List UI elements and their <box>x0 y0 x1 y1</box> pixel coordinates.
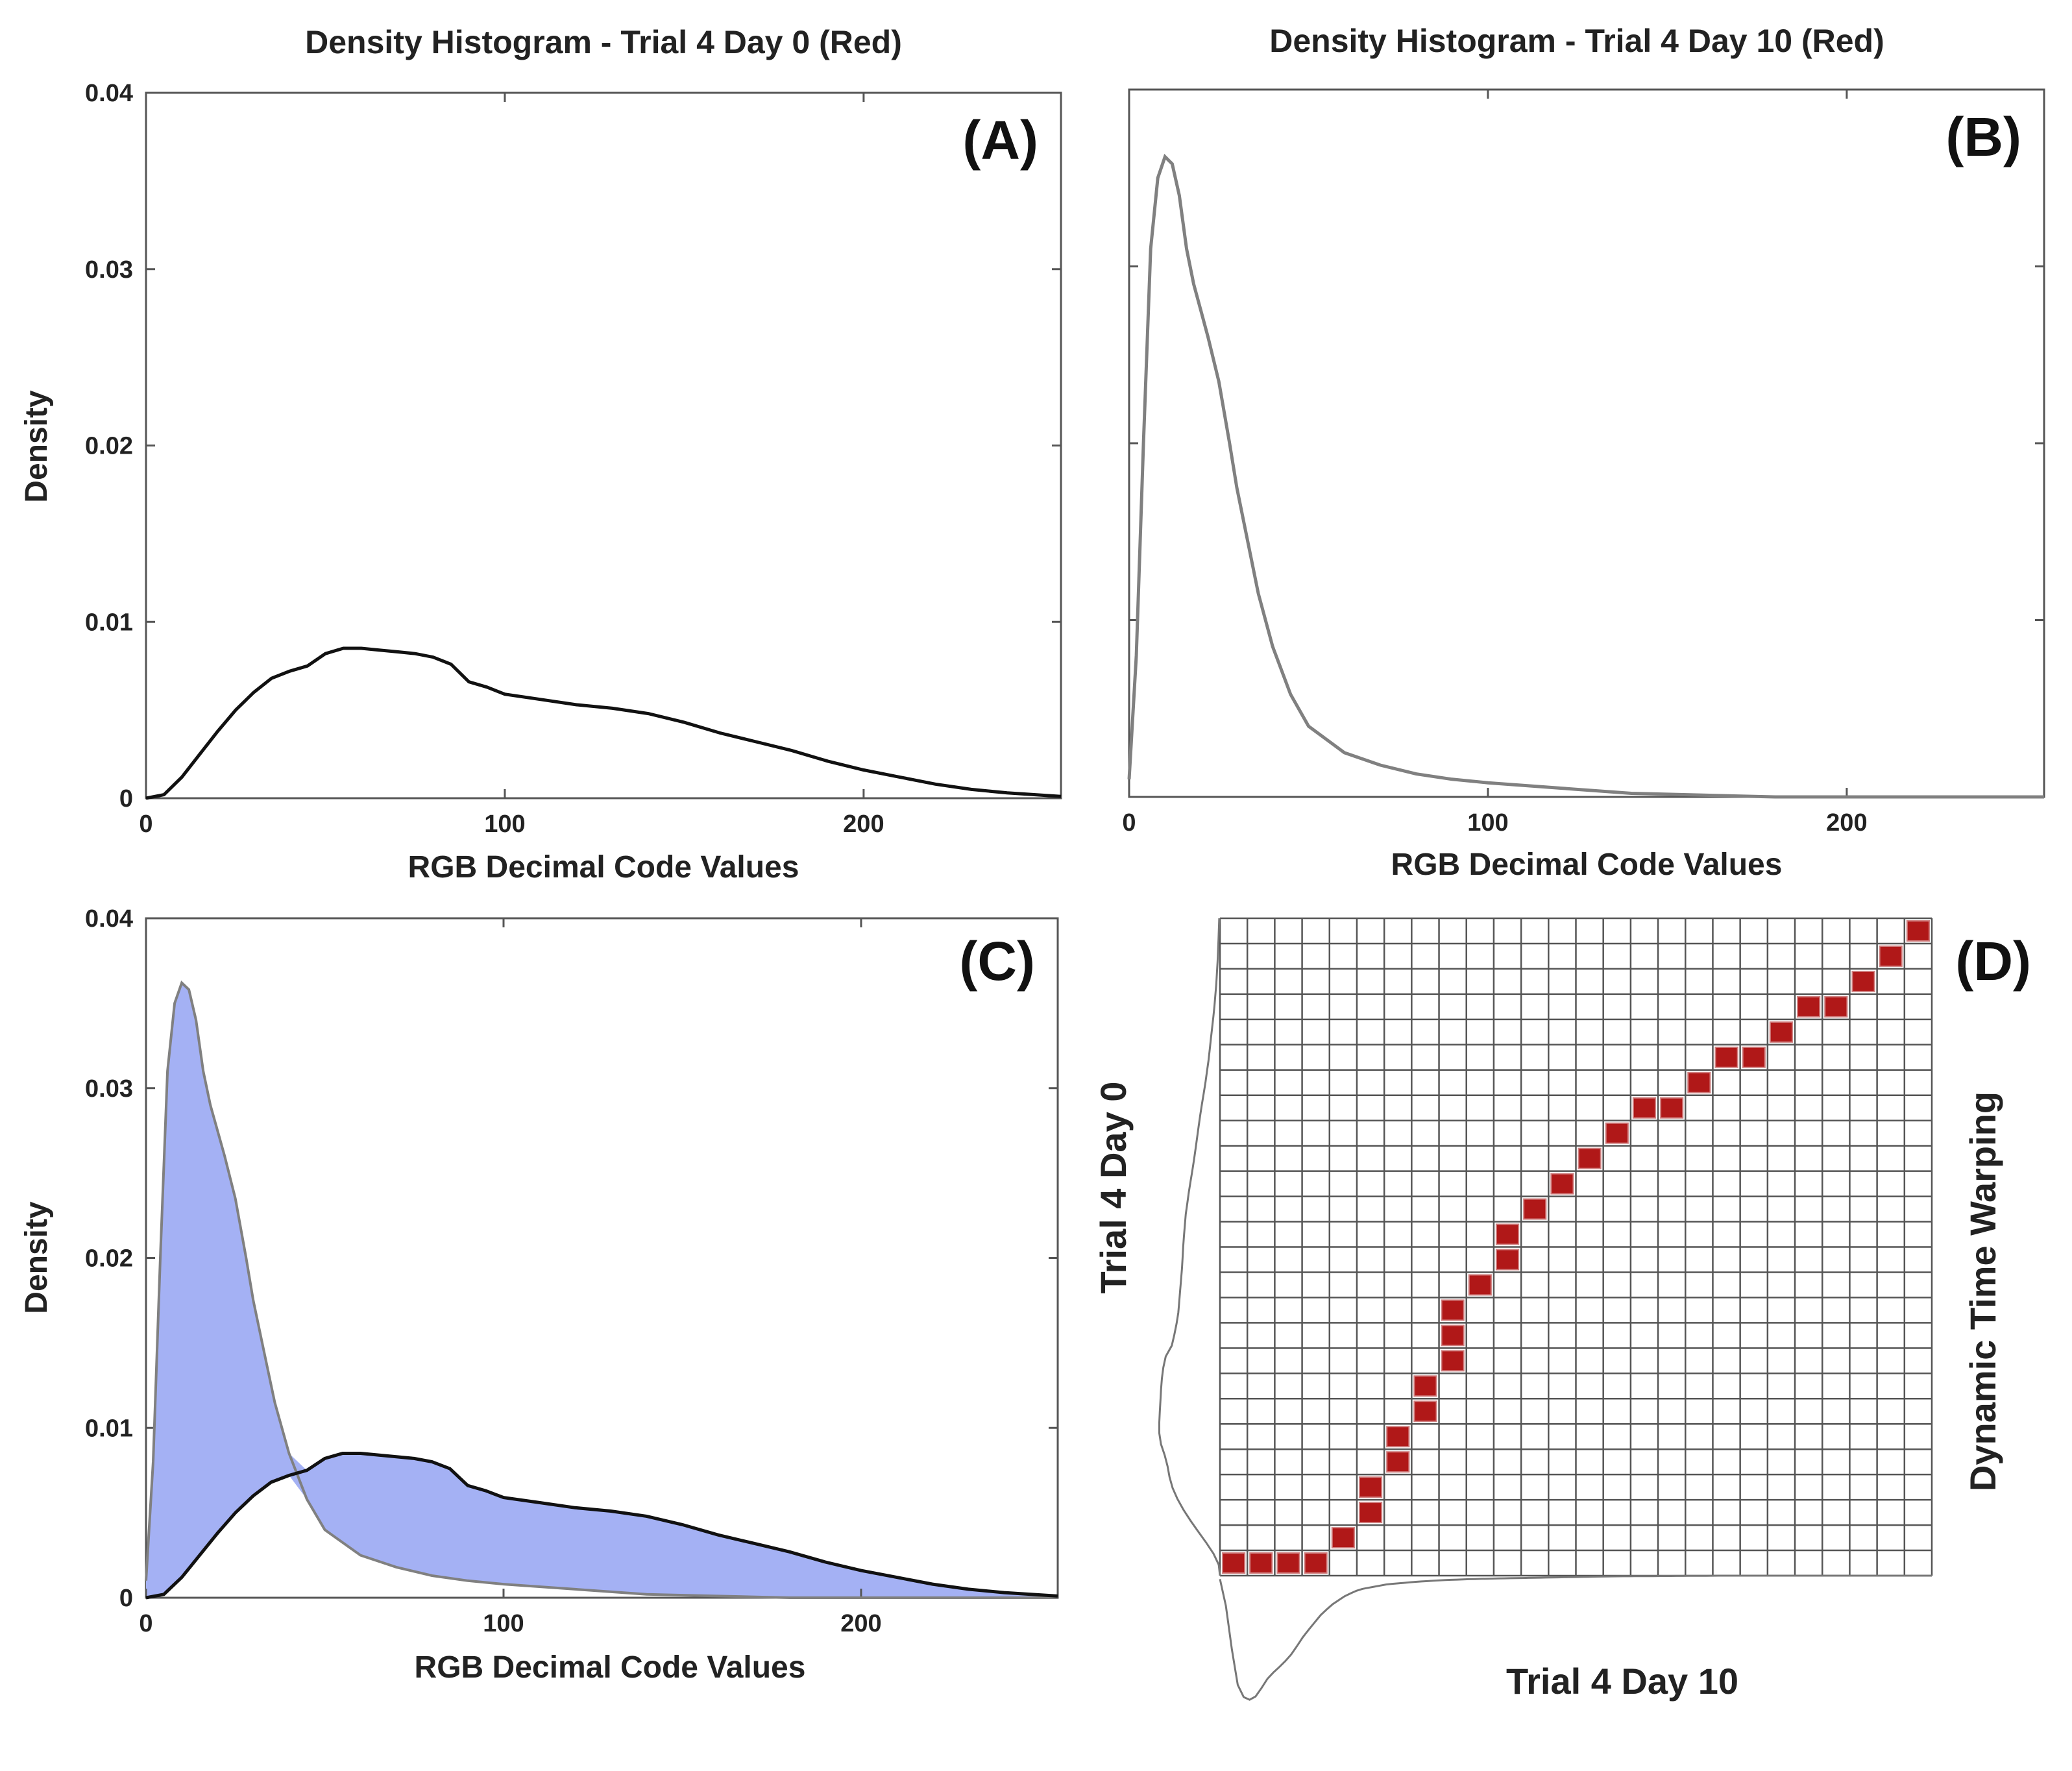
panel-c-y-axis-label: Density <box>19 1201 54 1314</box>
dtw-side-label: Dynamic Time Warping <box>1962 1092 2003 1491</box>
dtw-path-cell <box>1851 970 1875 992</box>
dtw-path-cell <box>1222 1552 1246 1574</box>
panel-c: 0 0.01 0.02 0.03 0.04 0 100 200 (C) RGB Decima… <box>19 905 1059 1685</box>
dtw-path-cell <box>1276 1552 1300 1574</box>
panel-a-y-axis-label: Density <box>19 390 54 503</box>
dtw-path-cell <box>1358 1476 1383 1498</box>
y-tick-label: 0.02 <box>85 1245 133 1273</box>
dtw-path-cell <box>1687 1071 1711 1093</box>
panel-b-axes-box <box>1128 88 2045 798</box>
panel-a-day0-curve <box>145 646 1062 800</box>
panel-b-title: Density Histogram - Trial 4 Day 10 (Red) <box>1269 23 1884 59</box>
dtw-path-cell <box>1578 1147 1602 1169</box>
panel-c-ticks <box>145 917 1058 1599</box>
panel-a: Density Histogram - Trial 4 Day 0 (Red) … <box>19 24 1062 885</box>
dtw-path-cell <box>1632 1097 1657 1119</box>
panel-c-x-tick-labels: 0 100 200 <box>139 1610 881 1637</box>
dtw-path-cell <box>1495 1249 1520 1271</box>
panel-a-x-tick-labels: 0 100 200 <box>139 811 884 838</box>
dtw-path-cell <box>1358 1502 1383 1524</box>
panel-d: (D) Trial 4 Day 10 Trial 4 Day 0 Dynamic… <box>1093 917 2031 1702</box>
panel-c-label: (C) <box>959 931 1035 992</box>
dtw-path-cell <box>1906 920 1930 942</box>
dtw-path-cell <box>1523 1198 1547 1220</box>
dtw-grid <box>1219 917 1933 1577</box>
panel-b-day10-curve <box>1127 153 2044 799</box>
y-tick-label: 0.01 <box>85 1415 133 1442</box>
panel-a-y-tick-labels: 0 0.01 0.02 0.03 0.04 <box>85 80 133 812</box>
dtw-path-cell <box>1441 1350 1465 1372</box>
y-tick-label: 0.04 <box>85 905 133 933</box>
panel-a-title: Density Histogram - Trial 4 Day 0 (Red) <box>305 24 902 60</box>
panel-b-label: (B) <box>1945 106 2021 167</box>
panel-c-day10-curve <box>145 980 1058 1599</box>
panel-b-ticks <box>1128 88 2044 798</box>
x-tick-label: 100 <box>483 1610 524 1637</box>
y-tick-label: 0.01 <box>85 609 133 636</box>
panel-a-axes-box <box>145 92 1062 800</box>
panel-a-x-axis-label: RGB Decimal Code Values <box>408 850 799 885</box>
y-tick-label: 0.03 <box>85 256 133 284</box>
dtw-path-cell <box>1413 1400 1437 1423</box>
dtw-path-cell <box>1413 1375 1437 1397</box>
panel-c-day0-curve <box>145 1452 1058 1600</box>
panel-a-ticks <box>145 92 1061 800</box>
dtw-warping-path <box>1222 920 1930 1574</box>
dtw-path-cell <box>1879 945 1903 967</box>
dtw-path-cell <box>1550 1173 1574 1195</box>
dtw-path-cell <box>1824 995 1848 1018</box>
dtw-path-cell <box>1769 1021 1794 1043</box>
x-tick-label: 200 <box>840 1610 881 1637</box>
x-tick-label: 200 <box>1826 809 1867 837</box>
x-tick-label: 100 <box>1467 809 1508 837</box>
dtw-path-cell <box>1304 1552 1328 1574</box>
dtw-path-cell <box>1605 1122 1629 1144</box>
panel-c-axes-box <box>145 917 1059 1599</box>
x-tick-label: 0 <box>139 811 152 838</box>
y-tick-label: 0 <box>119 785 133 812</box>
panel-c-difference-area <box>146 983 1058 1598</box>
dtw-path-cell <box>1386 1426 1410 1448</box>
panel-d-label: (D) <box>1955 931 2031 992</box>
dtw-day0-profile <box>1158 918 1221 1576</box>
dtw-day10-profile <box>1219 1574 1932 1701</box>
dtw-x-axis-label: Trial 4 Day 10 <box>1506 1661 1738 1702</box>
dtw-path-cell <box>1714 1046 1738 1068</box>
dtw-path-cell <box>1742 1046 1766 1068</box>
x-tick-label: 200 <box>843 811 884 838</box>
dtw-path-cell <box>1331 1527 1355 1549</box>
y-tick-label: 0 <box>119 1585 133 1612</box>
panel-b-x-tick-labels: 0 100 200 <box>1122 809 1867 837</box>
dtw-path-cell <box>1797 995 1821 1018</box>
panel-c-x-axis-label: RGB Decimal Code Values <box>415 1650 806 1685</box>
dtw-path-cell <box>1660 1097 1684 1119</box>
panel-b-x-axis-label: RGB Decimal Code Values <box>1391 848 1783 882</box>
x-tick-label: 0 <box>1122 809 1136 837</box>
dtw-path-cell <box>1249 1552 1273 1574</box>
y-tick-label: 0.04 <box>85 80 133 107</box>
dtw-y-axis-label: Trial 4 Day 0 <box>1093 1082 1134 1294</box>
x-tick-label: 100 <box>484 811 525 838</box>
panel-c-y-tick-labels: 0 0.01 0.02 0.03 0.04 <box>85 905 133 1612</box>
y-tick-label: 0.02 <box>85 433 133 460</box>
dtw-path-cell <box>1468 1274 1492 1296</box>
dtw-path-cell <box>1495 1223 1520 1245</box>
dtw-path-cell <box>1441 1299 1465 1321</box>
dtw-path-cell <box>1441 1325 1465 1347</box>
dtw-path-cell <box>1386 1451 1410 1473</box>
panel-b: Density Histogram - Trial 4 Day 10 (Red)… <box>1122 23 2045 882</box>
panel-a-label: (A) <box>962 110 1038 171</box>
x-tick-label: 0 <box>139 1610 152 1637</box>
y-tick-label: 0.03 <box>85 1075 133 1103</box>
